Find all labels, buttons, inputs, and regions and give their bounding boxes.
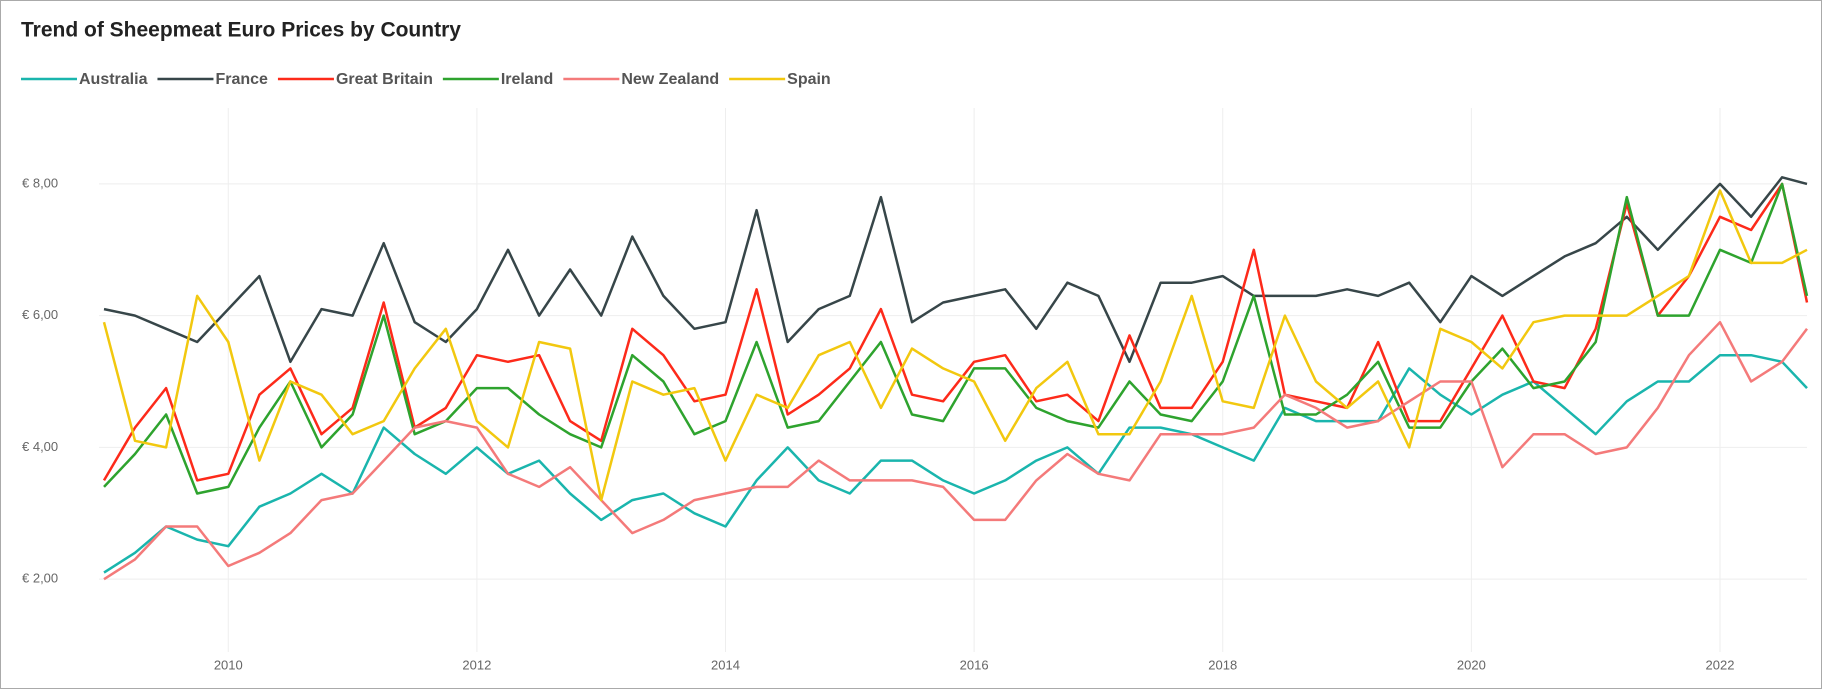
x-tick-label: 2022 bbox=[1706, 657, 1735, 672]
legend-label: New Zealand bbox=[621, 71, 719, 88]
legend-label: Australia bbox=[79, 71, 148, 88]
x-tick-label: 2016 bbox=[960, 657, 989, 672]
x-tick-label: 2014 bbox=[711, 657, 740, 672]
x-tick-label: 2012 bbox=[462, 657, 491, 672]
legend-label: Great Britain bbox=[336, 71, 433, 88]
series-line bbox=[103, 353, 1808, 574]
x-tick-label: 2010 bbox=[214, 657, 243, 672]
series-line bbox=[102, 189, 1808, 502]
series-line bbox=[103, 320, 1808, 581]
chart-title: Trend of Sheepmeat Euro Prices by Countr… bbox=[21, 19, 461, 42]
y-tick-label: € 6,00 bbox=[22, 307, 58, 322]
x-tick-label: 2018 bbox=[1208, 657, 1237, 672]
series-line bbox=[103, 176, 1808, 364]
y-tick-label: € 4,00 bbox=[22, 439, 58, 454]
series-line bbox=[102, 182, 1809, 482]
x-tick-label: 2020 bbox=[1457, 657, 1486, 672]
legend-label: Ireland bbox=[501, 71, 553, 88]
y-tick-label: € 8,00 bbox=[22, 175, 58, 190]
series-line bbox=[103, 182, 1809, 495]
y-tick-label: € 2,00 bbox=[22, 571, 58, 586]
legend-label: Spain bbox=[787, 71, 831, 88]
legend-label: France bbox=[215, 71, 268, 88]
